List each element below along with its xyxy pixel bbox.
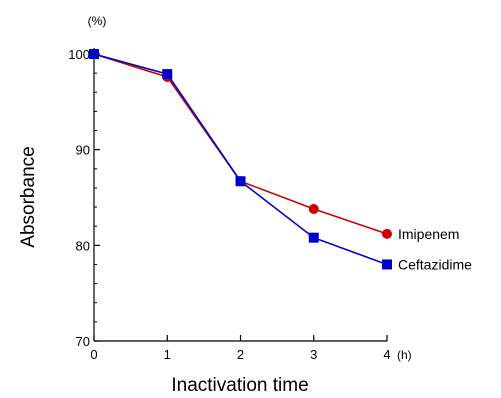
y-tick-label: 80 <box>76 238 90 253</box>
x-tick-label: 3 <box>310 347 317 362</box>
x-tick-label: 2 <box>237 347 244 362</box>
data-point-ceftazidime <box>89 49 99 59</box>
x-tick-label: 1 <box>164 347 171 362</box>
y-unit-label: (%) <box>88 14 107 28</box>
series-label-ceftazidime: Ceftazidime <box>398 256 472 272</box>
y-tick-label: 100 <box>68 47 90 62</box>
series-imipenem: Imipenem <box>89 49 459 242</box>
x-tick-label: 4 <box>383 347 390 362</box>
series-label-imipenem: Imipenem <box>398 226 459 242</box>
x-unit-label: (h) <box>397 348 412 362</box>
data-point-ceftazidime <box>235 176 246 187</box>
data-point-ceftazidime <box>382 259 392 270</box>
series-line-ceftazidime <box>93 53 388 266</box>
y-axis-title: Absorbance <box>18 146 39 247</box>
data-point-imipenem <box>308 203 319 214</box>
x-tick-label: 0 <box>90 347 97 362</box>
series-layer: Imipenem Ceftazidime <box>89 49 472 272</box>
y-tick-label: 90 <box>76 143 90 158</box>
y-tick-label: 70 <box>76 334 90 349</box>
series-ceftazidime: Ceftazidime <box>89 49 472 272</box>
data-point-imipenem <box>382 228 392 239</box>
data-point-ceftazidime <box>308 232 319 243</box>
x-axis-title: Inactivation time <box>171 375 308 396</box>
axes: 70 80 90 100 0 1 2 3 4 <box>68 47 390 362</box>
data-point-ceftazidime <box>162 69 173 80</box>
series-line-imipenem <box>93 53 388 235</box>
